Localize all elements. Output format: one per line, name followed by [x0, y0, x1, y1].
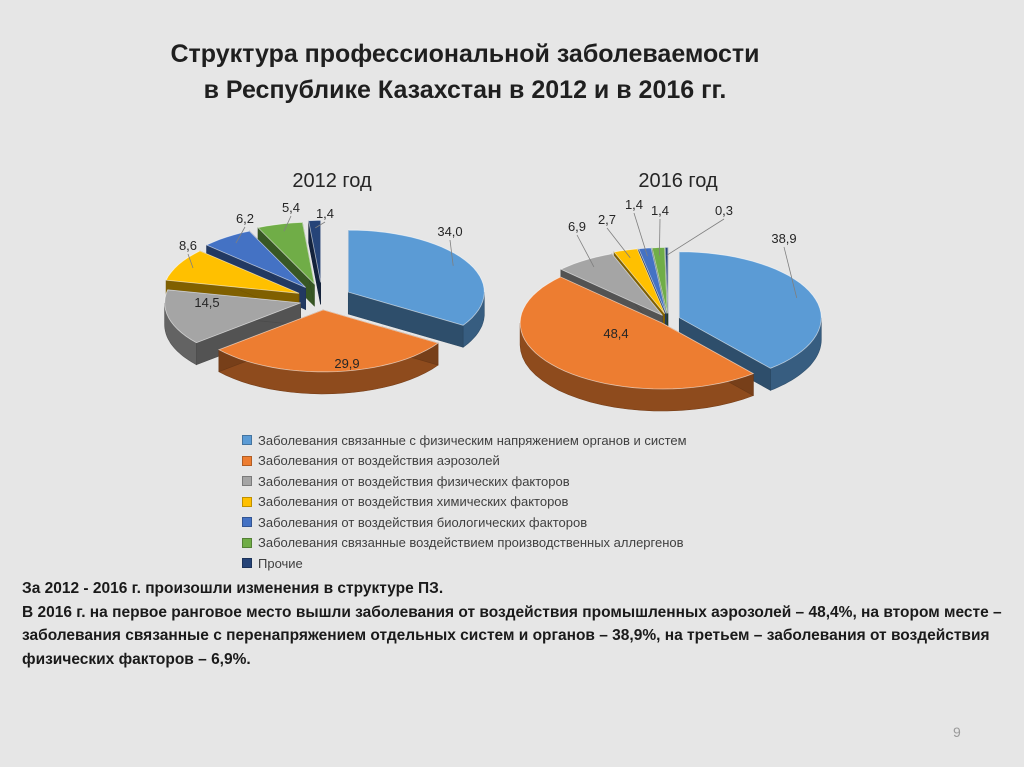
legend-label: Заболевания связанные воздействием произ…: [258, 535, 684, 551]
slide-title-line1: Структура профессиональной заболеваемост…: [170, 40, 760, 68]
leader-line: [633, 212, 648, 257]
slide-title-line2: в Республике Казахстан в 2012 и в 2016 г…: [203, 76, 727, 104]
legend-swatch: [242, 455, 252, 466]
legend-item: Заболевания от воздействия биологических…: [242, 512, 802, 533]
pie-data-label: 0,3: [715, 203, 733, 218]
legend-item: Заболевания связанные с физическим напря…: [242, 430, 802, 451]
pie-slice: [347, 229, 485, 348]
pie-data-label: 38,9: [771, 231, 796, 246]
leader-line: [606, 227, 631, 259]
legend-item: Прочие: [242, 553, 802, 574]
pie-slice-top: [613, 248, 666, 314]
pie-slice-top: [217, 309, 439, 373]
legend-swatch: [242, 517, 252, 528]
legend-label: Заболевания связанные с физическим напря…: [258, 432, 687, 448]
leader-line: [315, 221, 326, 229]
legend-label: Заболевания от воздействия химических фа…: [258, 494, 569, 510]
pie-slice-top: [347, 229, 485, 326]
pie-slice-top: [519, 276, 755, 390]
pie-slice-top: [651, 246, 668, 314]
legend-label: Заболевания от воздействия биологических…: [258, 514, 588, 530]
pie-data-label: 6,2: [236, 211, 254, 226]
summary-line-2: В 2016 г. на первое ранговое место вышли…: [22, 603, 1002, 668]
legend-item: Заболевания от воздействия аэрозолей: [242, 451, 802, 472]
pie-slice-top: [164, 289, 301, 344]
legend-swatch: [242, 476, 252, 487]
legend-item: Заболевания от воздействия химических фа…: [242, 492, 802, 513]
pie-data-label: 6,9: [568, 219, 586, 234]
pie-data-label: 14,5: [194, 295, 219, 310]
legend-swatch: [242, 435, 252, 446]
pie-slice-top: [678, 251, 822, 369]
legend-label: Заболевания от воздействия физических фа…: [258, 473, 570, 489]
leader-line: [659, 218, 661, 256]
pie-data-label: 34,0: [437, 224, 462, 239]
pie-data-label: 48,4: [603, 326, 628, 341]
leader-line: [187, 253, 194, 269]
page-number: 9: [953, 724, 961, 740]
slide-title: Структура профессиональной заболеваемост…: [0, 36, 930, 108]
chart-legend: Заболевания связанные с физическим напря…: [242, 430, 802, 574]
pie-data-label: 29,9: [334, 356, 359, 371]
pie-slice-top: [205, 230, 306, 288]
legend-item: Заболевания связанные воздействием произ…: [242, 533, 802, 554]
pie-slice-top: [308, 220, 321, 283]
pie-data-label: 5,4: [282, 200, 300, 215]
leader-line: [666, 218, 725, 256]
legend-label: Заболевания от воздействия аэрозолей: [258, 453, 500, 469]
pie-data-label: 1,4: [651, 203, 669, 218]
leader-line: [783, 246, 798, 298]
pie-slice-top: [559, 253, 663, 316]
leader-line: [576, 234, 595, 268]
pie-slice: [519, 276, 755, 412]
pie-slice: [217, 309, 439, 395]
pie-data-label: 8,6: [179, 238, 197, 253]
legend-swatch: [242, 558, 252, 569]
pie-slice-top: [257, 221, 316, 286]
legend-swatch: [242, 496, 252, 507]
pie-data-label: 1,4: [625, 197, 643, 212]
summary-notes: За 2012 - 2016 г. произошли изменения в …: [22, 577, 1012, 671]
leader-line: [235, 226, 246, 244]
pie-chart-title: 2016 год: [638, 170, 718, 192]
pie-chart-2016: 2016 год 38,9 48,4 6,9 2,7 1,4 1,4 0,3: [519, 170, 822, 412]
pie-data-label: 2,7: [598, 212, 616, 227]
legend-swatch: [242, 537, 252, 548]
pie-chart-title: 2012 год: [292, 170, 372, 192]
pie-slice: [308, 220, 321, 305]
legend-label: Прочие: [258, 555, 303, 571]
pie-slice-top: [664, 247, 669, 314]
leader-line: [449, 239, 454, 266]
legend-item: Заболевания от воздействия физических фа…: [242, 471, 802, 492]
summary-line-1: За 2012 - 2016 г. произошли изменения в …: [22, 580, 444, 597]
pie-data-label: 1,4: [316, 206, 334, 221]
leader-line: [283, 215, 292, 232]
pie-slice-top: [165, 250, 300, 294]
pie-chart-2012: 2012 год 34,0 29,9 14,5 8,6 6,2 5,4 1,4: [164, 170, 485, 395]
